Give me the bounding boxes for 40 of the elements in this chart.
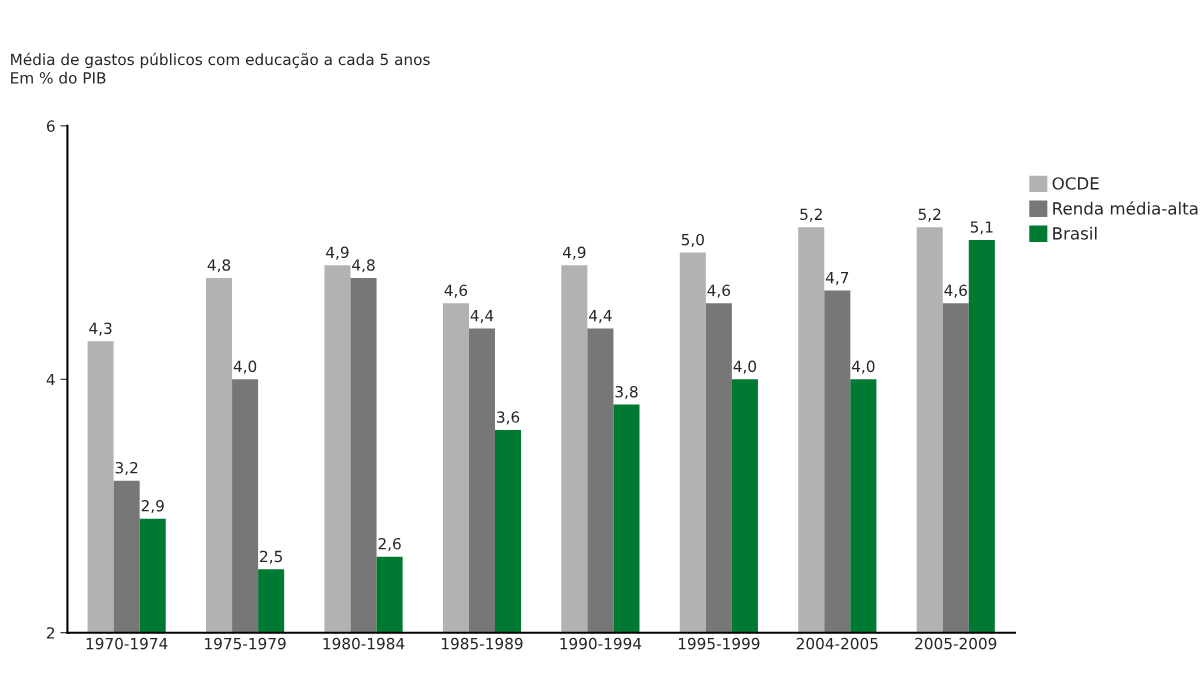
- data-label: 3,6: [497, 411, 520, 425]
- x-tick-label: 1990-1994: [560, 637, 642, 650]
- data-label: 3,2: [115, 461, 138, 476]
- data-label: 5,1: [970, 221, 993, 235]
- data-label: 4,6: [944, 284, 967, 298]
- x-tick-label: 1970-1974: [86, 637, 168, 650]
- data-label: 4,4: [470, 310, 494, 324]
- x-tick-label: 2004-2005: [796, 637, 878, 650]
- data-label: 4,4: [589, 310, 612, 324]
- data-label: 4,8: [352, 259, 375, 273]
- data-label: 2,9: [141, 499, 164, 514]
- data-label: 4,3: [89, 322, 112, 336]
- legend-label: Renda média-alta: [1053, 201, 1198, 215]
- data-label: 4,6: [444, 284, 468, 298]
- data-label: 3,8: [615, 385, 638, 400]
- data-label: 2,6: [378, 537, 401, 552]
- data-label: 4,7: [825, 272, 849, 286]
- data-label: 4,0: [733, 360, 757, 374]
- x-tick-label: 1975-1979: [205, 637, 286, 650]
- data-label: 5,2: [800, 208, 822, 222]
- x-tick-label: 1995-1999: [678, 637, 760, 650]
- y-tick-label: 6: [46, 120, 55, 132]
- data-label: 2,5: [260, 550, 282, 564]
- legend-label: Brasil: [1053, 226, 1097, 240]
- data-label: 4,9: [326, 246, 349, 260]
- data-label: 4,0: [851, 360, 875, 374]
- x-tick-label: 1980-1984: [323, 637, 405, 650]
- chart-title: Média de gastos públicos com educação a cada 5 anos: [11, 52, 430, 69]
- data-label: 4,8: [207, 259, 231, 273]
- data-label: 5,0: [681, 233, 704, 247]
- data-label: 5,2: [918, 208, 941, 222]
- x-tick-label: 2005-2009: [915, 637, 997, 650]
- data-label: 4,6: [707, 284, 731, 298]
- y-tick-label: 2: [47, 627, 55, 639]
- x-tick-label: 1985-1989: [442, 637, 523, 650]
- data-label: 4,9: [562, 246, 586, 260]
- y-tick-label: 4: [46, 373, 55, 386]
- chart-subtitle: Em % do PIB: [11, 71, 106, 84]
- legend-label: OCDE: [1052, 177, 1099, 190]
- data-label: 4,0: [233, 360, 257, 374]
